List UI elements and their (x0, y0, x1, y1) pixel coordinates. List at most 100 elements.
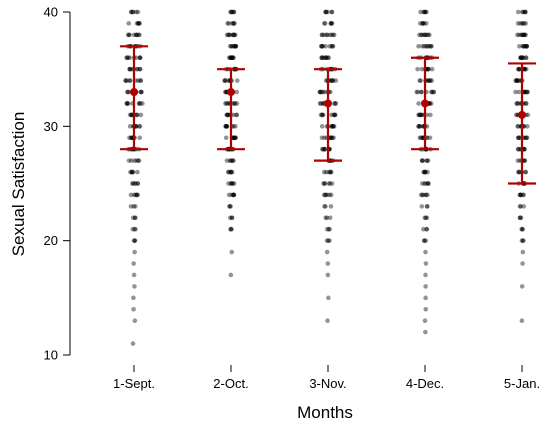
data-point (225, 112, 231, 118)
data-point (320, 146, 326, 152)
data-point (423, 284, 428, 289)
data-point (330, 78, 336, 83)
data-point (224, 101, 229, 106)
data-point (225, 112, 230, 118)
data-point (522, 66, 528, 72)
data-point (518, 215, 524, 221)
x-axis: 1-Sept. 2-Oct. 3-Nov. 4-Dec. 5-Jan. (113, 365, 540, 391)
data-point (329, 44, 334, 49)
data-point (232, 21, 237, 26)
data-point (229, 55, 235, 61)
data-point (224, 158, 230, 163)
data-point (419, 112, 424, 118)
data-point (140, 101, 145, 106)
data-point (419, 158, 425, 163)
data-point (231, 135, 237, 141)
data-point (138, 89, 144, 95)
data-point (224, 32, 230, 38)
data-point (423, 181, 428, 186)
data-point (425, 78, 431, 83)
data-point (324, 192, 330, 198)
data-point (328, 192, 334, 198)
data-point (317, 89, 323, 95)
data-point (137, 101, 142, 106)
data-point (523, 169, 529, 175)
data-point (326, 181, 332, 186)
data-point (137, 124, 143, 129)
data-point (231, 9, 237, 15)
data-point (233, 124, 238, 129)
data-point (321, 21, 327, 26)
data-point (230, 9, 235, 15)
data-point (421, 169, 427, 175)
data-point (520, 238, 526, 243)
data-point (130, 9, 136, 15)
data-point (329, 124, 334, 129)
data-point (323, 9, 328, 15)
data-point (132, 318, 138, 324)
data-point (227, 204, 232, 209)
data-point (231, 192, 237, 198)
data-point (423, 295, 428, 301)
data-point (325, 261, 331, 266)
x-axis-title: Months (297, 403, 353, 422)
data-point (231, 44, 236, 49)
data-point (523, 55, 529, 61)
data-points (123, 9, 531, 346)
data-point (234, 89, 240, 95)
data-point (138, 101, 143, 106)
data-point (427, 78, 433, 83)
data-point (322, 204, 327, 209)
center-marker (421, 99, 429, 108)
data-point (230, 55, 236, 61)
data-point (421, 44, 427, 49)
data-point (521, 238, 526, 243)
data-point (523, 55, 529, 61)
data-point (228, 226, 233, 232)
data-point (520, 32, 526, 38)
data-point (130, 169, 136, 175)
data-point (229, 181, 235, 186)
data-point (516, 135, 521, 141)
x-tick-label: 4-Dec. (406, 376, 444, 391)
data-point (418, 89, 424, 95)
data-point (520, 44, 525, 49)
data-point (322, 89, 328, 95)
data-point (319, 55, 325, 61)
data-point (429, 66, 435, 72)
data-point (518, 204, 523, 209)
data-point (223, 124, 228, 129)
data-point (519, 32, 524, 38)
data-point (135, 192, 140, 198)
data-point (520, 9, 526, 15)
data-point (322, 135, 327, 141)
data-point (319, 124, 325, 129)
data-point (518, 192, 523, 198)
data-point (523, 32, 528, 38)
data-point (227, 32, 232, 38)
data-point (131, 261, 136, 266)
data-point (130, 181, 136, 186)
data-point (138, 78, 144, 83)
data-point (124, 55, 130, 61)
data-point (521, 44, 527, 49)
data-point (415, 66, 420, 72)
data-point (324, 32, 330, 38)
data-point (524, 44, 530, 49)
data-point (225, 112, 230, 118)
data-point (322, 181, 328, 186)
data-point (421, 21, 427, 26)
data-point (423, 249, 428, 255)
data-point (518, 192, 523, 198)
y-tick-label: 40 (44, 5, 58, 20)
data-point (517, 215, 523, 221)
y-axis: 10 20 30 40 (44, 5, 71, 363)
data-point (423, 169, 428, 175)
data-point (319, 44, 325, 49)
data-point (130, 341, 136, 346)
data-point (132, 158, 137, 163)
data-point (128, 9, 134, 15)
data-point (126, 32, 132, 38)
data-point (325, 318, 330, 324)
data-point (423, 192, 428, 198)
